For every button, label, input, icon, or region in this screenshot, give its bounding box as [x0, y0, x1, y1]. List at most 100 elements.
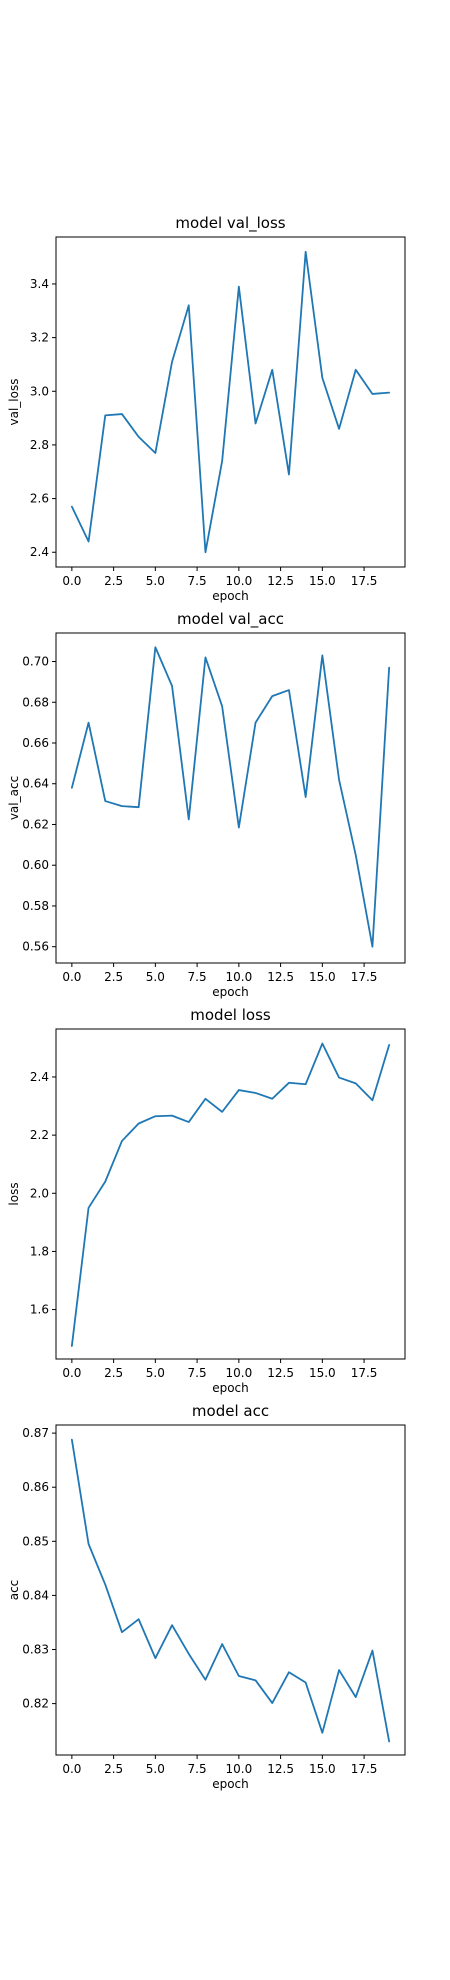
data-point: [204, 551, 206, 553]
data-point: [388, 1740, 390, 1742]
x-tick-label: 15.0: [309, 1762, 336, 1776]
data-point: [154, 646, 156, 648]
y-tick-label: 0.87: [22, 1426, 49, 1440]
data-point: [171, 361, 173, 363]
data-point: [338, 1669, 340, 1671]
data-point: [371, 393, 373, 395]
data-point: [388, 1044, 390, 1046]
chart-title: model val_acc: [177, 610, 284, 629]
data-point: [288, 689, 290, 691]
data-point: [104, 1583, 106, 1585]
y-tick-label: 2.6: [30, 492, 49, 506]
data-point: [71, 1438, 73, 1440]
y-tick-label: 0.66: [22, 736, 49, 750]
series-line: [70, 1042, 391, 1347]
data-point: [288, 1082, 290, 1084]
x-tick-label: 17.5: [351, 1366, 378, 1380]
data-point: [71, 787, 73, 789]
x-tick-label: 10.0: [225, 574, 252, 588]
data-point: [221, 1111, 223, 1113]
data-point: [321, 654, 323, 656]
data-point: [154, 452, 156, 454]
y-tick-label: 2.0: [30, 1186, 49, 1200]
data-point: [304, 251, 306, 253]
y-axis-label: val_loss: [7, 379, 21, 426]
data-point: [271, 1702, 273, 1704]
data-point: [355, 369, 357, 371]
y-tick-label: 0.58: [22, 899, 49, 913]
data-point: [304, 1083, 306, 1085]
x-tick-label: 0.0: [62, 970, 81, 984]
chart-title: model val_loss: [175, 214, 285, 233]
y-axis-label: acc: [7, 1580, 21, 1601]
x-tick-label: 17.5: [351, 970, 378, 984]
y-axis-label: loss: [7, 1182, 21, 1205]
data-point: [388, 666, 390, 668]
x-axis-label: epoch: [212, 589, 249, 603]
data-point: [221, 460, 223, 462]
y-tick-label: 1.6: [30, 1303, 49, 1317]
x-tick-label: 0.0: [62, 1366, 81, 1380]
data-point: [238, 1675, 240, 1677]
y-tick-label: 2.4: [30, 545, 49, 559]
axes-frame: [55, 1424, 406, 1756]
y-tick-label: 0.56: [22, 940, 49, 954]
axes-frame: [55, 236, 406, 568]
x-tick-label: 5.0: [146, 970, 165, 984]
data-point: [288, 1671, 290, 1673]
data-point: [171, 685, 173, 687]
data-point: [121, 1631, 123, 1633]
x-tick-label: 10.0: [225, 1762, 252, 1776]
x-tick-label: 7.5: [188, 970, 207, 984]
data-point: [321, 377, 323, 379]
y-tick-label: 2.4: [30, 1070, 49, 1084]
data-point: [87, 721, 89, 723]
x-axis-label: epoch: [212, 985, 249, 999]
data-point: [271, 695, 273, 697]
data-point: [188, 1121, 190, 1123]
data-point: [355, 1082, 357, 1084]
chart-panel: model val_loss 0.0 2.5 5.0 7.5 10.0 12.5 15.0 17…: [7, 214, 406, 603]
data-point: [171, 1624, 173, 1626]
chart-panel: model val_acc 0.0 2.5 5.0 7.5 10.0 12.5 15.0 17.…: [7, 610, 406, 999]
series-line: [70, 1438, 391, 1743]
data-point: [355, 854, 357, 856]
data-point: [104, 414, 106, 416]
data-point: [121, 805, 123, 807]
y-tick-label: 3.0: [30, 384, 49, 398]
chart-panel: model loss 0.0 2.5 5.0 7.5 10.0 12.5 15.0 17.5 1.…: [7, 1006, 406, 1395]
data-point: [104, 1180, 106, 1182]
y-tick-label: 3.2: [30, 331, 49, 345]
axes-frame: [55, 632, 406, 964]
data-point: [171, 1114, 173, 1116]
y-tick-label: 2.2: [30, 1128, 49, 1142]
x-tick-label: 0.0: [62, 1762, 81, 1776]
x-tick-label: 12.5: [267, 1762, 294, 1776]
chart-panel: model acc 0.0 2.5 5.0 7.5 10.0 12.5 15.0 17.5 0.8…: [7, 1402, 406, 1791]
x-tick-label: 5.0: [146, 1366, 165, 1380]
x-tick-label: 5.0: [146, 574, 165, 588]
x-tick-label: 17.5: [351, 1762, 378, 1776]
data-point: [304, 796, 306, 798]
data-point: [87, 1543, 89, 1545]
x-axis-label: epoch: [212, 1381, 249, 1395]
data-point: [121, 1140, 123, 1142]
data-point: [355, 1696, 357, 1698]
y-tick-label: 0.84: [22, 1588, 49, 1602]
data-point: [154, 1115, 156, 1117]
data-point: [254, 721, 256, 723]
y-tick-label: 0.82: [22, 1697, 49, 1711]
data-point: [371, 1649, 373, 1651]
y-tick-label: 0.62: [22, 817, 49, 831]
data-point: [288, 473, 290, 475]
x-tick-label: 2.5: [104, 970, 123, 984]
x-tick-label: 12.5: [267, 970, 294, 984]
data-point: [137, 1122, 139, 1124]
x-tick-label: 10.0: [225, 1366, 252, 1380]
y-tick-label: 0.64: [22, 777, 49, 791]
y-axis-label: val_acc: [7, 776, 21, 820]
y-tick-label: 0.86: [22, 1480, 49, 1494]
x-tick-label: 2.5: [104, 574, 123, 588]
data-point: [238, 826, 240, 828]
data-point: [204, 1098, 206, 1100]
